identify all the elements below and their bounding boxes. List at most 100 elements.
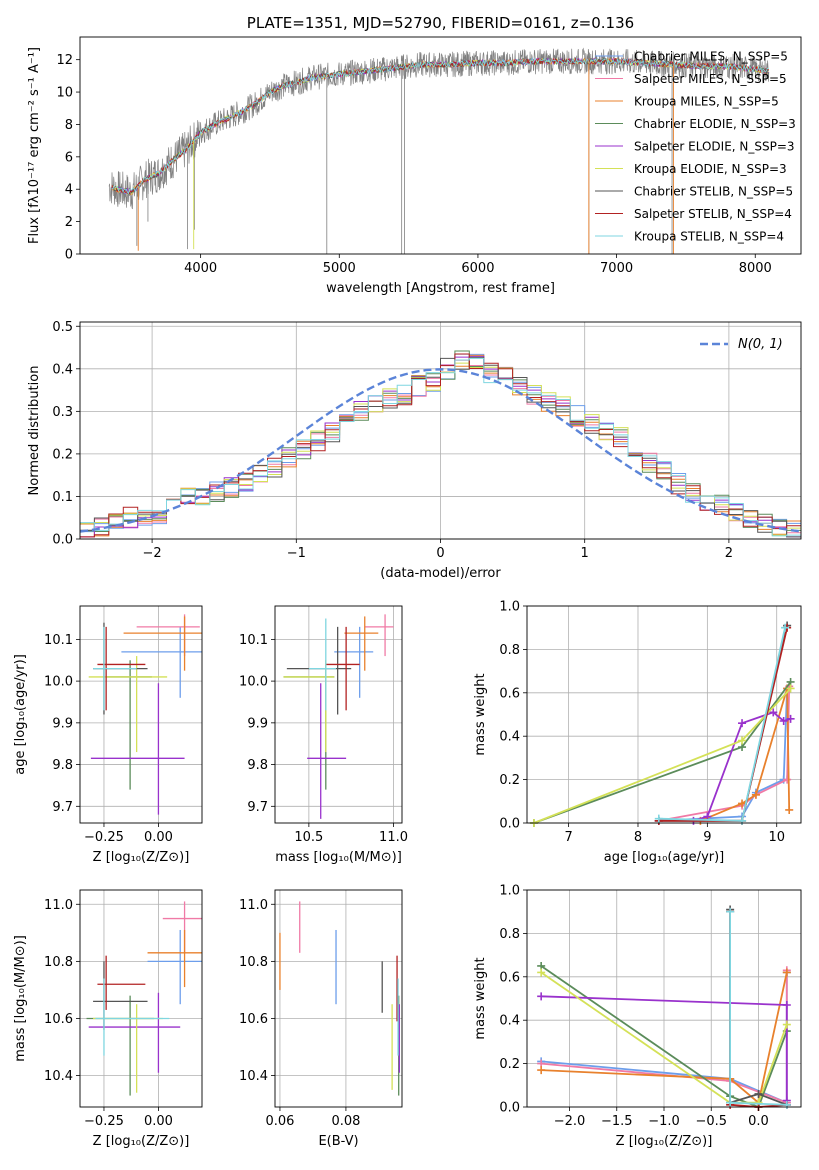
y-tick-label: 0.6: [499, 686, 520, 701]
y-tick-label: 6: [65, 150, 73, 165]
weight-marker: [786, 684, 795, 693]
weight-line: [541, 972, 788, 1105]
legend: Chabrier MILES, N_SSP=5 Salpeter MILES, N…: [595, 50, 796, 244]
y-tick-label: 0.0: [499, 1101, 520, 1116]
y-axis-label: mass weight: [473, 673, 488, 755]
weight-marker: [537, 992, 546, 1001]
y-tick-label: 0.2: [499, 773, 520, 788]
x-tick-label: 0: [436, 546, 444, 561]
y-tick-label: 0.6: [499, 970, 520, 985]
weight-marker: [782, 1001, 791, 1010]
weight-marker: [781, 623, 790, 632]
weight-line: [658, 627, 788, 822]
y-tick-label: 0.2: [52, 447, 73, 462]
y-tick-label: 12: [56, 53, 73, 68]
residual-histogram: [80, 357, 801, 537]
y-tick-label: 0.0: [52, 533, 73, 548]
weight-marker: [785, 805, 794, 814]
y-tick-label: 10.6: [44, 1012, 73, 1027]
weight-marker: [738, 799, 747, 808]
y-tick-label: 0.4: [499, 730, 520, 745]
y-tick-label: 10.0: [239, 675, 268, 690]
x-tick-label: −1.0: [648, 1114, 680, 1129]
weight-line: [658, 627, 786, 822]
weight-marker: [654, 814, 663, 823]
x-tick-label: 1: [581, 546, 589, 561]
panel-age-vs-Z: −0.25 0.00 9.7 9.8 9.9 10.0 10.1 Z [log₁₀(Z/Z⊙)…: [13, 605, 203, 865]
x-tick-label: 11.0: [379, 830, 408, 845]
y-tick-label: 0.4: [499, 1014, 520, 1029]
y-axis-label: Flux [fλ10⁻¹⁷ erg cm⁻² s⁻¹ A⁻¹]: [27, 47, 42, 244]
plot-area: [108, 47, 770, 254]
y-tick-label: 10.4: [44, 1069, 73, 1084]
legend-entry: Salpeter ELODIE, N_SSP=3: [634, 140, 795, 154]
y-tick-label: 11.0: [239, 898, 268, 913]
normal-curve: [79, 368, 802, 533]
x-axis-label: mass [log₁₀(M/M⊙)]: [275, 850, 402, 865]
y-tick-label: 10.4: [239, 1069, 268, 1084]
plot-area: [86, 901, 202, 1096]
chart-title: PLATE=1351, MJD=52790, FIBERID=0161, z=0…: [247, 14, 634, 32]
x-tick-label: 8: [634, 830, 642, 845]
y-axis-label: Normed distribution: [27, 366, 42, 496]
x-axis-label: Z [log₁₀(Z/Z⊙)]: [616, 1134, 713, 1149]
y-axis-label: mass [log₁₀(M/M⊙)]: [13, 935, 28, 1062]
legend-entry: Salpeter MILES, N_SSP=5: [634, 72, 787, 86]
panel-weight-vs-Z: −2.0 −1.5 −1.0 −0.5 0.0 0.0 0.2 0.4 0.6 0.8 1.0 Z […: [473, 884, 802, 1149]
panel-mass-vs-EBV: 0.06 0.08 10.4 10.6 10.8 11.0 E(B-V): [239, 889, 403, 1149]
panel-spectrum: 4000 5000 6000 7000 8000 0 2 4 6 8 10 12 wavelength …: [27, 36, 802, 296]
x-tick-label: 5000: [323, 261, 356, 276]
y-tick-label: 0.8: [499, 927, 520, 942]
x-tick-label: 2: [725, 546, 733, 561]
x-tick-label: 0.0: [748, 1114, 769, 1129]
x-tick-label: 0.00: [144, 830, 173, 845]
weight-marker: [537, 968, 546, 977]
y-tick-label: 8: [65, 118, 73, 133]
weight-marker: [782, 1020, 791, 1029]
y-tick-label: 10.0: [44, 675, 73, 690]
panel-mass-vs-Z: −0.25 0.00 10.4 10.6 10.8 11.0 Z [log₁₀(Z/Z⊙)]…: [13, 889, 203, 1149]
plot-area: [279, 901, 401, 1096]
y-tick-label: 9.9: [247, 716, 268, 731]
y-axis-label: age [log₁₀(age/yr)]: [13, 654, 28, 775]
x-tick-label: −1.5: [601, 1114, 633, 1129]
weight-marker: [786, 714, 795, 723]
y-tick-label: 11.0: [44, 898, 73, 913]
y-tick-label: 10.1: [44, 633, 73, 648]
weight-marker: [726, 1098, 735, 1107]
x-axis-label: wavelength [Angstrom, rest frame]: [326, 281, 555, 296]
y-tick-label: 9.8: [247, 758, 268, 773]
x-tick-label: 10: [768, 830, 785, 845]
axes-frame: [79, 605, 203, 824]
x-tick-label: 6000: [461, 261, 494, 276]
y-tick-label: 0: [65, 248, 73, 263]
y-tick-label: 9.7: [247, 800, 268, 815]
x-tick-label: −2: [143, 546, 162, 561]
x-tick-label: 0.06: [265, 1114, 294, 1129]
x-tick-label: −0.25: [84, 830, 124, 845]
panel-weight-vs-age: 7 8 9 10 0.0 0.2 0.4 0.6 0.8 1.0 age [log₁₀(age/yr…: [473, 600, 802, 865]
y-tick-label: 4: [65, 183, 73, 198]
axes-frame: [526, 889, 802, 1108]
weight-marker: [738, 736, 747, 745]
y-tick-label: 0.4: [52, 362, 73, 377]
x-tick-label: 7: [564, 830, 572, 845]
residual-histogram: [80, 356, 801, 538]
x-axis-label: age [log₁₀(age/yr)]: [604, 850, 725, 865]
legend-entry: N(0, 1): [738, 337, 783, 352]
x-tick-label: −0.5: [695, 1114, 727, 1129]
x-tick-label: 0.00: [144, 1114, 173, 1129]
axes-frame: [274, 605, 403, 824]
weight-marker: [726, 907, 735, 916]
x-tick-label: 4000: [184, 261, 217, 276]
axes-frame: [79, 889, 203, 1108]
y-tick-label: 9.8: [52, 758, 73, 773]
weight-marker: [537, 1066, 546, 1075]
x-tick-label: 8000: [739, 261, 772, 276]
y-tick-label: 9.9: [52, 716, 73, 731]
legend-entry: Chabrier STELIB, N_SSP=5: [634, 185, 793, 199]
weight-marker: [738, 816, 747, 825]
panel-residuals: −2 −1 0 1 2 0.0 0.1 0.2 0.3 0.4 0.5 (data-model)/er…: [27, 320, 802, 581]
legend-entry: Chabrier MILES, N_SSP=5: [634, 50, 788, 64]
